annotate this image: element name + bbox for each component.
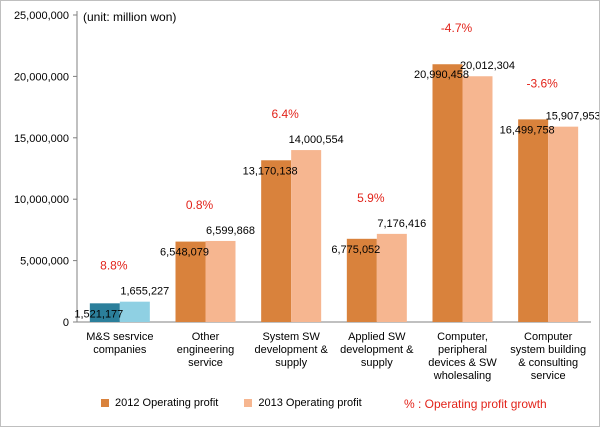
legend-label-2012: 2012 Operating profit xyxy=(115,397,219,409)
x-tick-label: Computer system building & consulting servi… xyxy=(510,331,586,382)
bar-2012 xyxy=(261,160,292,322)
growth-note: % : Operating profit growth xyxy=(404,397,547,411)
x-tick-label: Computer, peripheral devices & SW wholesali… xyxy=(428,331,497,382)
x-tick-label-line: system building xyxy=(510,344,586,356)
x-tick-label-line: System SW xyxy=(262,331,320,343)
bar-2013 xyxy=(548,126,579,323)
data-label-2012: 6,775,052 xyxy=(331,244,380,256)
y-tick-label: 25,000,000 xyxy=(14,10,69,22)
y-tick-label: 10,000,000 xyxy=(14,194,69,206)
bar-2013 xyxy=(376,233,407,322)
bar-2012 xyxy=(175,241,206,322)
x-tick-label-line: engineering xyxy=(177,344,235,356)
data-label-2012: 6,548,079 xyxy=(160,247,209,259)
bar-2013 xyxy=(462,76,493,323)
x-tick-label-line: development & xyxy=(254,344,328,356)
data-label-2012: 13,170,138 xyxy=(243,165,298,177)
x-tick-label-line: Computer, xyxy=(437,331,488,343)
growth-label: 5.9% xyxy=(357,191,385,205)
x-tick-label: Applied SW development & supply xyxy=(340,331,414,369)
legend-label-2013: 2013 Operating profit xyxy=(258,397,362,409)
growth-label: 8.8% xyxy=(100,259,128,273)
data-label-2013: 1,655,227 xyxy=(120,286,169,298)
x-tick-label-line: M&S sesrvice xyxy=(86,331,153,343)
legend-swatch-2013 xyxy=(244,399,253,407)
data-label-2013: 15,907,953 xyxy=(546,111,599,123)
y-tick-label: 0 xyxy=(63,317,69,329)
bar-2012 xyxy=(432,64,463,322)
data-label-2012: 20,990,458 xyxy=(414,69,469,81)
x-tick-label-line: & consulting xyxy=(518,357,578,369)
legend-item-2013: 2013 Operating profit xyxy=(244,397,362,409)
x-tick-label-line: development & xyxy=(340,344,414,356)
unit-label: (unit: million won) xyxy=(83,10,177,24)
y-tick-label: 15,000,000 xyxy=(14,133,69,145)
x-tick-label: Other engineering service xyxy=(177,331,235,369)
legend: 2012 Operating profit 2013 Operating pro… xyxy=(101,397,388,409)
x-tick-label: M&S sesrvice companies xyxy=(86,331,153,356)
growth-label: 6.4% xyxy=(271,107,299,121)
legend-swatch-2012 xyxy=(101,399,109,407)
x-tick-label-line: peripheral xyxy=(438,344,487,356)
data-label-2012: 1,521,177 xyxy=(74,308,123,320)
data-label-2012: 16,499,758 xyxy=(500,124,555,136)
growth-label: 0.8% xyxy=(186,198,214,212)
x-tick-label: System SW development & supply xyxy=(254,331,328,369)
y-tick-label: 20,000,000 xyxy=(14,71,69,83)
bar-2013 xyxy=(205,240,236,322)
x-tick-label-line: Other xyxy=(192,331,220,343)
x-tick-label-line: supply xyxy=(275,357,307,369)
x-tick-label-line: Computer xyxy=(524,331,573,343)
x-tick-label-line: supply xyxy=(361,357,393,369)
data-label-2013: 7,176,416 xyxy=(377,218,426,230)
bar-2013 xyxy=(119,301,150,322)
data-label-2013: 6,599,868 xyxy=(206,225,255,237)
bar-2012 xyxy=(518,119,549,323)
growth-label: -3.6% xyxy=(526,76,558,90)
data-label-2013: 14,000,554 xyxy=(289,134,344,146)
bar-2012 xyxy=(89,303,120,322)
bar-2012 xyxy=(346,238,377,322)
data-label-2013: 20,012,304 xyxy=(460,60,515,72)
growth-label: -4.7% xyxy=(441,21,473,35)
x-tick-label-line: devices & SW xyxy=(428,357,497,369)
x-tick-label-line: wholesaling xyxy=(433,370,491,382)
x-tick-label-line: Applied SW xyxy=(348,331,406,343)
x-tick-label-line: service xyxy=(531,370,566,382)
legend-item-2012: 2012 Operating profit xyxy=(101,397,218,409)
bar-2013 xyxy=(291,150,322,322)
x-tick-label-line: service xyxy=(188,357,223,369)
y-tick-label: 5,000,000 xyxy=(20,256,69,268)
x-tick-label-line: companies xyxy=(93,344,147,356)
